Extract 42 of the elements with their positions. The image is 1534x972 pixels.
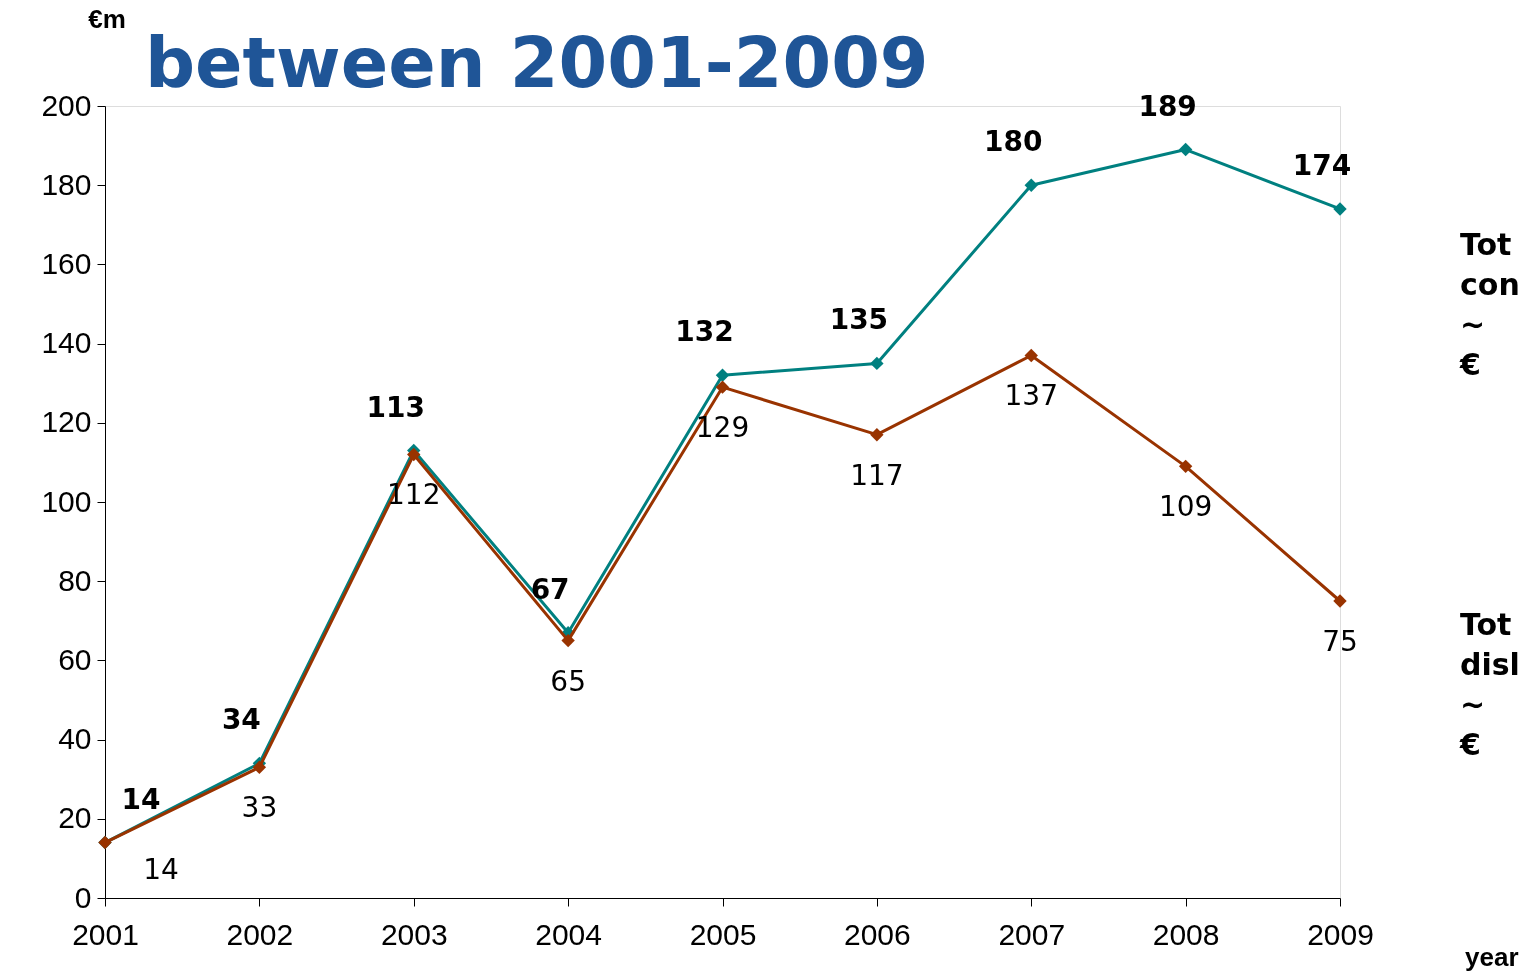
x-axis-title: year [1465,942,1519,972]
y-tick-label: 40 [58,722,92,756]
data-label: 113 [366,390,425,424]
y-tick-label: 140 [41,326,92,360]
data-label: 174 [1292,148,1352,182]
x-tick-label: 2004 [535,917,602,951]
y-tick-label: 180 [41,167,92,201]
y-tick-label: 120 [41,405,92,439]
x-tick-label: 2001 [72,917,139,951]
data-label: 67 [530,572,570,606]
text: Tot disl ~ € [1459,607,1520,762]
y-tick-label: 100 [41,484,92,518]
x-tick-label: 2005 [689,917,757,951]
data-label: 132 [675,315,734,349]
x-tick-label: 2002 [226,917,294,951]
data-label: 117 [850,458,904,492]
data-label: 135 [829,303,889,337]
data-label: 14 [121,782,161,816]
y-tick-label: 0 [74,880,92,914]
y-axis-title: €m [88,4,126,34]
chart-title: between 2001-2009 [145,22,929,104]
data-label: 65 [550,664,586,698]
y-tick-label: 60 [58,642,92,676]
x-tick-label: 2007 [998,917,1066,951]
data-label: 189 [1138,89,1197,123]
x-tick-label: 2006 [844,917,911,951]
data-label: 137 [1004,379,1058,413]
data-label: 33 [241,791,278,825]
data-label: 14 [143,852,179,886]
text: Tot con ~ € [1459,227,1520,382]
y-tick-label: 20 [58,801,92,835]
x-tick-label: 2008 [1152,917,1220,951]
y-tick-label: 160 [41,246,92,280]
data-label: 109 [1158,490,1213,524]
y-tick-label: 200 [41,88,92,122]
data-label: 129 [695,411,750,445]
data-label: 180 [984,125,1043,159]
y-tick-label: 80 [58,563,92,597]
data-label: 75 [1322,625,1358,658]
x-tick-label: 2009 [1307,917,1374,951]
data-label: 34 [221,703,261,737]
x-tick-label: 2003 [380,917,448,951]
